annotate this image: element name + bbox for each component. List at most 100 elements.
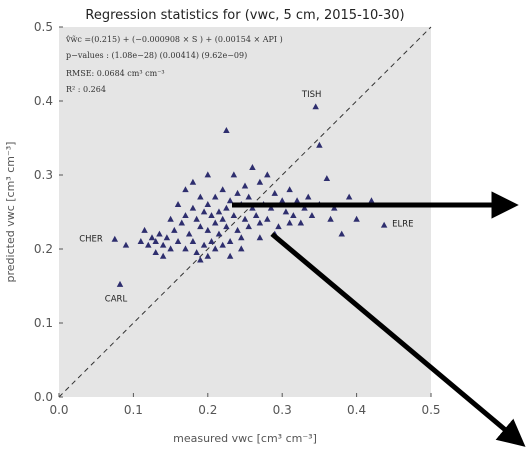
data-point [256,219,264,226]
x-tick-label: 0.5 [421,403,440,417]
data-point [252,212,260,219]
data-point [368,197,375,204]
x-axis-title: measured vwc [cm³ cm⁻³] [173,432,317,445]
data-point [171,226,178,233]
data-point [189,238,197,244]
site-labels: TISH ELRE CHER CARL [79,90,413,305]
data-point [212,219,219,226]
data-point [204,226,212,233]
data-point [230,171,238,178]
data-point [264,215,271,222]
data-point [215,230,223,237]
data-point [245,223,252,230]
data-point [200,241,208,248]
data-point [282,208,290,215]
data-point [193,249,200,256]
site-label-tish: TISH [301,90,322,100]
data-point [323,175,331,182]
data-point [189,178,197,185]
arrow-down-right [270,232,526,447]
data-point [200,208,208,215]
data-point [197,223,204,230]
x-tick-label: 0.0 [49,403,68,417]
data-point [212,245,219,252]
data-point [264,171,271,178]
data-point [267,204,275,211]
data-point [219,215,226,222]
data-point [256,234,264,241]
data-point [238,245,245,252]
data-point [275,223,282,230]
data-point [215,208,223,215]
data-point [174,201,182,207]
data-point [345,193,353,200]
data-point [167,215,174,222]
data-point [152,238,159,244]
annotation-r2: R² : 0.264 [66,85,106,94]
data-point [159,252,167,259]
data-point [212,193,219,200]
axis-ticks: 0.0 0.1 0.2 0.3 0.4 0.5 0.0 0.1 0.2 0.3 0.4 0.5 [34,20,441,417]
data-point [256,178,264,185]
data-point [197,193,204,200]
data-point [331,204,338,211]
data-point [230,212,238,219]
data-point [305,193,312,200]
data-point [338,230,345,237]
data-point [148,234,156,241]
data-point [249,164,256,170]
data-point [122,241,130,248]
data-point [316,141,323,148]
data-point [163,234,171,241]
data-point [286,219,293,226]
data-point [241,182,249,189]
data-point [223,127,230,133]
data-point [238,234,245,241]
data-point [226,238,234,244]
data-point [204,252,212,259]
data-point [308,212,316,219]
data-point [327,215,334,222]
data-point [137,238,145,244]
site-label-cher: CHER [79,234,103,244]
y-tick-label: 0.2 [34,242,53,256]
annotation-rmse: RMSE: 0.0684 cm³ cm⁻³ [66,69,165,78]
data-point [182,212,189,219]
data-point [293,197,301,204]
y-tick-label: 0.5 [34,20,53,34]
data-point [208,212,215,219]
x-tick-label: 0.1 [124,403,143,417]
data-point [353,215,360,222]
chart-title: Regression statistics for (vwc, 5 cm, 20… [85,8,404,23]
data-point [174,238,182,244]
data-points [111,103,388,287]
annotation-pvalues: p−values : (1.08e−28) (0.00414) (9.62e−0… [66,51,247,60]
x-tick-label: 0.2 [198,403,217,417]
data-point [204,171,212,178]
y-tick-label: 0.1 [34,316,53,330]
y-tick-label: 0.3 [34,168,53,182]
site-label-elre: ELRE [392,219,413,229]
data-point [286,186,293,193]
data-point [111,235,119,242]
site-label-carl: CARL [105,295,128,305]
y-tick-label: 0.4 [34,94,53,108]
data-point [145,241,152,248]
data-point [241,215,249,222]
data-point [182,186,189,193]
x-tick-label: 0.3 [273,403,292,417]
data-point [189,204,197,211]
data-point [197,256,204,263]
data-point [159,241,167,248]
data-point [185,230,193,237]
data-point [219,241,226,248]
data-point [271,189,278,196]
annotation-equation: v̂w̃c =(0.215) + (−0.000908 × S ) + (0.0… [65,35,283,44]
data-point [223,223,230,230]
data-point [152,249,159,256]
one-to-one-line [58,26,432,398]
data-point [167,245,174,252]
data-point [182,245,189,252]
data-point [223,204,230,211]
